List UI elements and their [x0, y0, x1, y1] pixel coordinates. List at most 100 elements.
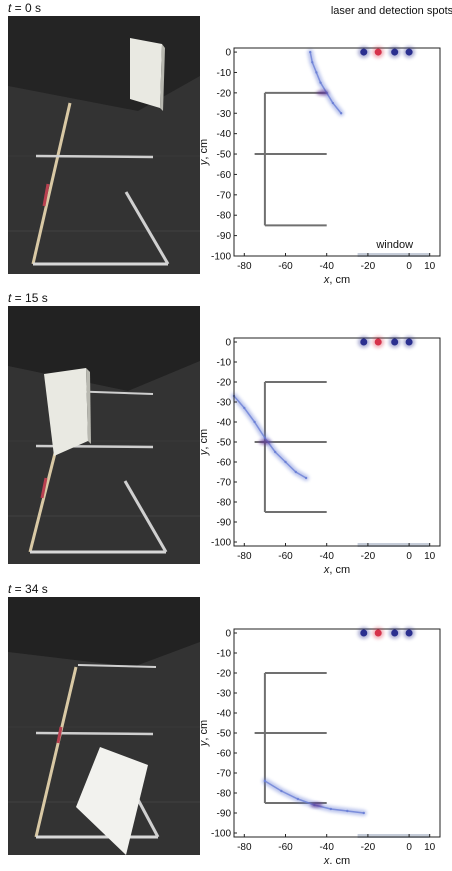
x-tick-label: 0	[406, 261, 412, 272]
y-tick-label: -70	[217, 769, 232, 780]
reconstruction-point	[315, 71, 318, 74]
scene-photo	[8, 597, 200, 855]
laser-spot	[374, 48, 382, 56]
scene-photo	[8, 16, 200, 274]
reconstruction-point	[284, 460, 287, 464]
x-tick-label: -20	[361, 261, 376, 272]
reconstruction-point	[331, 101, 335, 105]
y-tick-label: -100	[211, 538, 231, 549]
panel-t0: t = 0 s laser and detection spots window 0…	[0, 0, 452, 290]
panel-t34: t = 34 s 0 -10 -20 -30 -40 -50 -60 -70 -80 -90 -10…	[0, 581, 452, 871]
y-tick-label: -100	[211, 252, 231, 263]
white-card	[44, 368, 88, 456]
y-tick-label: -30	[217, 689, 232, 700]
y-tick-label: -30	[217, 109, 232, 120]
reconstruction-peak	[310, 802, 323, 808]
time-variable: t	[8, 582, 12, 596]
y-tick-label: -100	[211, 829, 231, 840]
reconstruction-point	[304, 476, 308, 480]
window-label: window	[375, 239, 413, 251]
y-tick-label: -60	[217, 170, 232, 181]
y-tick-label: -70	[217, 190, 232, 201]
y-tick-label: 0	[225, 629, 231, 640]
reconstruction-arc-core	[233, 395, 307, 479]
detection-spot	[405, 338, 413, 346]
detection-spot	[360, 338, 368, 346]
y-tick-label: -30	[217, 398, 232, 409]
y-axis-label: y, cm	[200, 139, 210, 166]
reconstruction-point	[253, 420, 256, 424]
detection-spot	[405, 629, 413, 637]
detection-spot	[360, 48, 368, 56]
x-tick-label: -80	[237, 551, 252, 562]
detection-spot	[391, 629, 399, 637]
y-tick-label: -90	[217, 231, 232, 242]
reconstruction-point	[243, 406, 246, 410]
y-tick-label: -20	[217, 669, 232, 680]
time-label: t = 15 s	[8, 291, 48, 305]
time-value: = 34 s	[11, 582, 48, 596]
y-tick-label: -40	[217, 709, 232, 720]
y-tick-label: -50	[217, 438, 232, 449]
x-tick-label: -80	[237, 261, 252, 272]
x-tick-label: 0	[406, 551, 412, 562]
reconstruction-point	[274, 450, 277, 454]
time-value: = 0 s	[11, 1, 42, 15]
time-variable: t	[8, 291, 12, 305]
x-tick-label: -80	[237, 842, 252, 853]
time-variable: t	[8, 1, 12, 15]
window-strip	[357, 543, 430, 547]
x-tick-label: -40	[319, 551, 334, 562]
reconstruction-point	[309, 50, 312, 54]
time-value: = 15 s	[11, 291, 48, 305]
white-card	[76, 747, 148, 855]
x-axis-label: x. cm	[323, 855, 350, 867]
x-tick-label: -40	[319, 842, 334, 853]
y-tick-label: -10	[217, 358, 232, 369]
x-tick-label: -40	[319, 261, 334, 272]
x-tick-label: -60	[278, 551, 293, 562]
reconstruction-point	[319, 81, 322, 84]
y-tick-label: -20	[217, 378, 232, 389]
white-card	[130, 38, 162, 108]
x-tick-label: -20	[361, 842, 376, 853]
reconstruction-point	[311, 61, 314, 64]
y-tick-label: -40	[217, 418, 232, 429]
plot-frame	[233, 47, 441, 257]
reconstruction-point	[280, 789, 283, 793]
laser-spot	[374, 338, 382, 346]
detection-spot	[391, 48, 399, 56]
reconstruction-peak	[258, 439, 271, 445]
window-strip	[357, 834, 430, 838]
reconstruction-point	[263, 436, 267, 440]
y-axis-label: y, cm	[200, 429, 210, 456]
y-tick-label: -90	[217, 809, 232, 820]
y-tick-label: -80	[217, 789, 232, 800]
y-tick-label: -80	[217, 498, 232, 509]
x-tick-label: 10	[424, 842, 436, 853]
reconstruction-arc	[261, 778, 367, 816]
reconstruction-arc	[307, 49, 345, 117]
y-tick-label: -50	[217, 729, 232, 740]
reconstruction-point	[296, 797, 300, 801]
y-tick-label: -10	[217, 649, 232, 660]
y-tick-label: -50	[217, 150, 232, 161]
x-axis-label: x, cm	[323, 564, 350, 576]
y-tick-label: -70	[217, 478, 232, 489]
y-axis-label: y, cm	[200, 720, 210, 747]
reconstruction-plot: 0 -10 -20 -30 -40 -50 -60 -70 -80 -90 -100 -80 -60 -4…	[200, 627, 441, 867]
reconstruction-point	[294, 470, 297, 474]
y-tick-label: 0	[225, 338, 231, 349]
y-tick-label: -20	[217, 88, 232, 99]
time-label: t = 34 s	[8, 582, 48, 596]
x-tick-label: -20	[361, 551, 376, 562]
x-tick-label: 10	[424, 261, 436, 272]
y-tick-label: -60	[217, 749, 232, 760]
reconstruction-point	[346, 809, 349, 813]
y-tick-label: 0	[225, 48, 231, 59]
reconstruction-point	[362, 811, 365, 815]
x-tick-label: -60	[278, 261, 293, 272]
detection-spot	[360, 629, 368, 637]
scene-photo	[8, 306, 200, 564]
laser-spot	[374, 629, 382, 637]
